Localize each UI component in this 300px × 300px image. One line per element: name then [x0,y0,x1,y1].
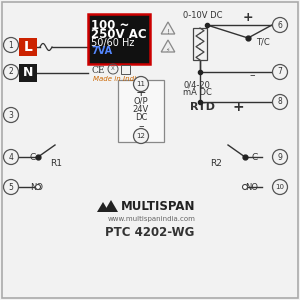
Text: PTC 4202-WG: PTC 4202-WG [105,226,195,238]
Circle shape [272,149,287,164]
Text: 2: 2 [9,68,14,76]
Text: 6: 6 [278,20,282,29]
Text: C: C [30,152,36,161]
Text: 0-10V DC: 0-10V DC [183,11,223,20]
Text: RTD: RTD [190,102,215,112]
Circle shape [272,17,287,32]
Bar [193,28,207,60]
Circle shape [134,128,148,143]
Text: N: N [23,67,33,80]
Text: 12: 12 [136,133,146,139]
Polygon shape [161,22,175,34]
Text: L: L [24,40,32,54]
Text: T/C: T/C [256,38,270,46]
Text: O/P: O/P [134,97,148,106]
Bar [88,14,150,64]
Text: 10: 10 [275,184,284,190]
Bar [118,80,164,142]
Bar [19,64,37,82]
Text: R1: R1 [50,160,62,169]
Text: 8: 8 [278,98,282,106]
Polygon shape [104,200,118,212]
Text: 9: 9 [278,152,282,161]
Text: www.multispanindia.com: www.multispanindia.com [108,216,196,222]
Polygon shape [97,202,109,212]
Text: 0/4-20: 0/4-20 [183,80,210,89]
Text: –: – [249,70,255,80]
Text: R2: R2 [210,160,222,169]
Text: mA DC: mA DC [183,88,212,97]
Text: 50/60 Hz: 50/60 Hz [91,38,134,48]
Circle shape [4,179,19,194]
Text: DC: DC [135,112,147,122]
Circle shape [272,64,287,80]
Text: Made in India: Made in India [93,76,140,82]
Bar [19,38,37,56]
Text: 11: 11 [136,81,146,87]
Text: 5: 5 [9,182,14,191]
Text: C: C [252,152,258,161]
Circle shape [134,76,148,92]
Text: +: + [232,100,244,114]
Text: CE: CE [91,66,104,75]
Text: +: + [243,11,253,24]
Circle shape [272,179,287,194]
Text: 24V: 24V [133,104,149,113]
Text: 7VA: 7VA [91,46,112,56]
Text: ⚡: ⚡ [166,47,170,52]
Bar [121,65,130,74]
Text: +: + [136,86,146,100]
Text: 100 ~: 100 ~ [91,19,129,32]
Text: 4: 4 [9,152,14,161]
Circle shape [35,184,40,190]
Text: NO: NO [245,182,258,191]
Text: –: – [138,121,144,131]
Polygon shape [161,40,175,52]
Circle shape [4,38,19,52]
Text: MULTISPAN: MULTISPAN [121,200,196,212]
Text: 1: 1 [9,40,14,50]
Circle shape [4,64,19,80]
Circle shape [4,107,19,122]
Text: X: X [111,67,115,71]
Circle shape [272,94,287,110]
Text: 250V AC: 250V AC [91,28,147,41]
Text: 3: 3 [9,110,14,119]
Circle shape [4,149,19,164]
Text: 7: 7 [278,68,282,76]
Text: NO: NO [30,182,43,191]
Text: !: ! [167,29,170,35]
Circle shape [242,184,247,190]
